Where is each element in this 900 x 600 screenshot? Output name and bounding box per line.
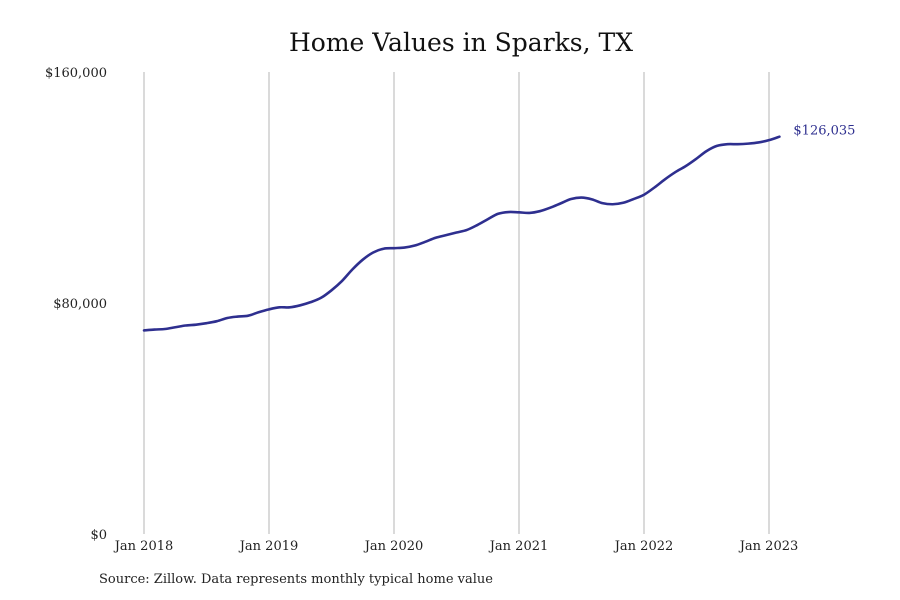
- y-tick-label: $160,000: [45, 66, 107, 81]
- x-tick-label: Jan 2018: [113, 539, 174, 554]
- source-note: Source: Zillow. Data represents monthly …: [99, 572, 493, 587]
- x-tick-label: Jan 2019: [238, 539, 299, 554]
- x-axis-tick-labels: Jan 2018 Jan 2019 Jan 2020 Jan 2021 Jan 2022…: [113, 539, 799, 554]
- y-tick-label: $0: [90, 528, 107, 543]
- series-layer: $126,035: [142, 124, 855, 332]
- x-tick-label: Jan 2020: [363, 539, 424, 554]
- x-tick-label: Jan 2023: [738, 539, 799, 554]
- series-line-0: [142, 135, 781, 332]
- end-value-label: $126,035: [793, 124, 855, 139]
- x-tick-label: Jan 2021: [488, 539, 549, 554]
- y-tick-label: $80,000: [53, 297, 107, 312]
- chart-title: Home Values in Sparks, TX: [289, 28, 633, 57]
- x-tick-label: Jan 2022: [613, 539, 674, 554]
- vertical-gridlines: [143, 72, 770, 534]
- y-axis-tick-labels: $0 $80,000 $160,000: [45, 66, 107, 543]
